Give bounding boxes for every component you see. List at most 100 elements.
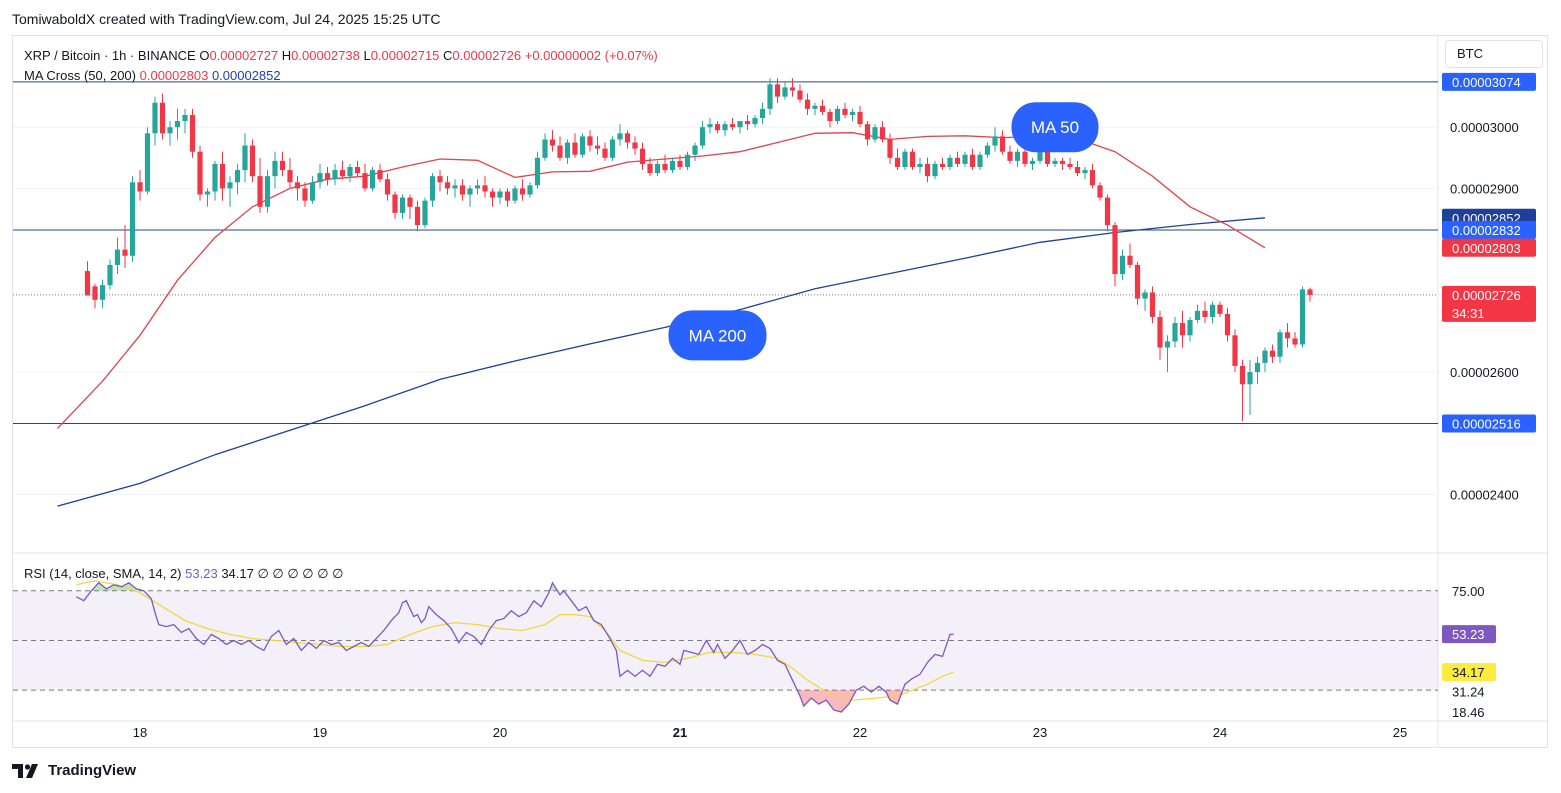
candle-body bbox=[249, 145, 256, 177]
price-tick-label: 0.00002900 bbox=[1450, 181, 1519, 196]
price-badge-bg bbox=[1442, 285, 1536, 322]
candle-body bbox=[609, 139, 616, 158]
time-tick-label: 19 bbox=[313, 725, 327, 740]
candle-body bbox=[939, 163, 946, 167]
candle-body bbox=[909, 151, 916, 167]
candle-body bbox=[317, 173, 323, 183]
candle-body bbox=[804, 99, 811, 109]
candle-body bbox=[1119, 255, 1126, 275]
ma200-value: 0.00002852 bbox=[211, 68, 281, 83]
candle-body bbox=[1157, 316, 1163, 348]
candle-body bbox=[392, 194, 398, 213]
candle-body bbox=[654, 163, 661, 174]
time-tick-label: 20 bbox=[493, 725, 507, 740]
price-tick-label: 0.00002600 bbox=[1450, 365, 1519, 380]
rsi-empty-values: ∅ ∅ ∅ ∅ ∅ ∅ bbox=[257, 566, 344, 581]
candle-body bbox=[684, 154, 691, 167]
candle-body bbox=[999, 136, 1006, 152]
candle-body bbox=[722, 124, 728, 131]
candle-body bbox=[474, 185, 481, 189]
candle-body bbox=[1239, 365, 1246, 385]
candle-body bbox=[1089, 170, 1096, 186]
candle-body bbox=[1269, 350, 1276, 357]
candle-body bbox=[512, 188, 518, 201]
candle-body bbox=[287, 170, 293, 183]
candle-body bbox=[1254, 362, 1261, 373]
candle-body bbox=[1172, 323, 1178, 342]
candle-body bbox=[279, 160, 286, 171]
rsi-badge-text: 53.23 bbox=[1452, 627, 1485, 642]
candle-body bbox=[872, 127, 878, 140]
candle-body bbox=[497, 191, 503, 198]
rsi-tick-label: 18.46 bbox=[1452, 705, 1485, 720]
candle-body bbox=[489, 191, 496, 198]
low-value: 0.00002715 bbox=[370, 48, 440, 63]
candle-body bbox=[1149, 292, 1156, 317]
candle-body bbox=[137, 182, 143, 192]
candle-body bbox=[1284, 332, 1291, 339]
candle-body bbox=[114, 249, 121, 265]
candle-body bbox=[924, 163, 931, 177]
candle-body bbox=[1082, 170, 1088, 174]
candle-body bbox=[1142, 292, 1148, 299]
candle-body bbox=[1187, 320, 1193, 336]
rsi-legend: RSI (14, close, SMA, 14, 2) 53.23 34.17 … bbox=[24, 564, 344, 584]
rsi-label[interactable]: RSI (14, close, SMA, 14, 2) bbox=[24, 566, 182, 581]
candle-body bbox=[182, 114, 188, 122]
close-label: C bbox=[443, 48, 453, 63]
price-badge-bg bbox=[1442, 221, 1536, 240]
annotation-ma-50[interactable]: MA 50 bbox=[1011, 102, 1099, 153]
candle-body bbox=[482, 185, 488, 192]
candle-body bbox=[1074, 166, 1081, 174]
ohlc-row: XRP / Bitcoin · 1h · BINANCE O0.00002727… bbox=[24, 46, 658, 66]
candle-body bbox=[227, 182, 233, 189]
candle-body bbox=[632, 142, 638, 149]
rsi-badge-text: 34.17 bbox=[1452, 665, 1485, 680]
candle-body bbox=[362, 173, 368, 189]
candle-body bbox=[107, 264, 113, 286]
price-badge-text: 0.00002726 bbox=[1452, 288, 1521, 303]
price-badge-bg bbox=[1442, 238, 1536, 257]
candle-body bbox=[662, 163, 668, 171]
candle-body bbox=[992, 136, 998, 146]
candle-body bbox=[84, 271, 91, 296]
annotation-text: MA 50 bbox=[1031, 118, 1079, 137]
rsi-overbought-fill bbox=[91, 582, 558, 591]
chart-credit: TomiwaboldX created with TradingView.com… bbox=[12, 11, 441, 27]
candle-body bbox=[1164, 341, 1171, 348]
open-label: O bbox=[199, 48, 210, 63]
candle-body bbox=[347, 166, 353, 177]
candle-body bbox=[1209, 304, 1216, 317]
candle-body bbox=[339, 170, 346, 177]
candle-body bbox=[782, 87, 788, 97]
candle-body bbox=[834, 108, 841, 122]
time-tick-label: 22 bbox=[853, 725, 867, 740]
candle-body bbox=[429, 176, 436, 201]
candle-body bbox=[309, 182, 316, 201]
time-tick-label: 21 bbox=[673, 725, 687, 740]
candle-body bbox=[219, 163, 226, 189]
candle-body bbox=[894, 157, 901, 167]
currency-button[interactable]: BTC bbox=[1445, 40, 1543, 68]
candle-body bbox=[932, 163, 938, 177]
candle-body bbox=[774, 84, 781, 97]
candle-body bbox=[887, 139, 893, 158]
annotation-ma-200[interactable]: MA 200 bbox=[668, 310, 767, 361]
candle-body bbox=[204, 191, 211, 195]
candle-body bbox=[129, 182, 136, 256]
candle-body bbox=[557, 145, 563, 158]
candle-body bbox=[977, 154, 983, 167]
candle-body bbox=[1232, 335, 1238, 366]
candle-body bbox=[729, 124, 736, 128]
ma-cross-row: MA Cross (50, 200) 0.00002803 0.00002852 bbox=[24, 66, 658, 86]
symbol-label[interactable]: XRP / Bitcoin · 1h · BINANCE bbox=[24, 48, 196, 63]
main-legend: XRP / Bitcoin · 1h · BINANCE O0.00002727… bbox=[24, 46, 658, 86]
ma-cross-label[interactable]: MA Cross (50, 200) bbox=[24, 68, 136, 83]
candle-body bbox=[92, 286, 98, 300]
candle-body bbox=[602, 148, 608, 158]
tradingview-logo[interactable]: TradingView bbox=[12, 762, 136, 779]
candle-body bbox=[594, 145, 601, 149]
candle-body bbox=[1224, 313, 1231, 336]
open-value: 0.00002727 bbox=[209, 48, 279, 63]
